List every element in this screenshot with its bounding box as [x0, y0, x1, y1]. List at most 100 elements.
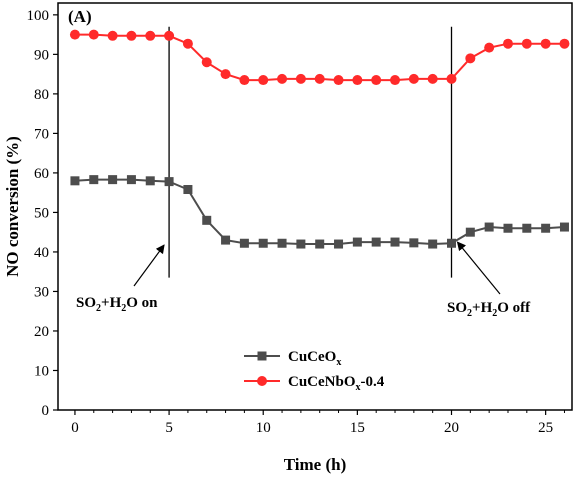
data-point — [484, 222, 494, 232]
legend: CuCeOx CuCeNbOx-0.4 — [244, 349, 385, 393]
data-point — [541, 223, 551, 233]
y-tick-label: 20 — [34, 324, 49, 340]
data-point — [502, 38, 513, 49]
y-tick-label: 10 — [34, 363, 49, 379]
data-point — [277, 238, 287, 248]
x-axis: 0 5 10 15 20 25 — [71, 410, 565, 436]
data-point — [239, 75, 250, 86]
legend-label-cuceox: CuCeOx — [288, 349, 341, 368]
series-line — [74, 178, 565, 246]
legend-label-cucenbox: CuCeNbOx-0.4 — [288, 374, 385, 393]
data-point — [126, 30, 137, 41]
data-point — [70, 176, 80, 186]
data-point — [465, 227, 475, 237]
x-tick-label: 25 — [538, 420, 553, 436]
data-point — [465, 53, 476, 64]
data-point — [522, 223, 532, 233]
y-tick-label: 90 — [34, 47, 49, 63]
annotations: SO2+H2O on SO2+H2O off — [76, 241, 531, 319]
y-tick-label: 70 — [34, 126, 49, 142]
data-point — [447, 238, 457, 248]
y-tick-label: 60 — [34, 166, 49, 182]
data-point — [559, 222, 569, 232]
data-point — [164, 30, 175, 41]
annotation-text: O off — [497, 300, 531, 316]
subscript: 2 — [96, 303, 101, 314]
data-point — [521, 38, 532, 49]
data-point — [446, 73, 457, 84]
data-point — [409, 238, 419, 248]
x-tick-label: 10 — [256, 420, 271, 436]
panel-label: (A) — [68, 7, 92, 26]
plot-frame — [57, 2, 573, 411]
data-point — [145, 30, 156, 41]
annotation-text: O on — [126, 295, 158, 311]
data-point — [258, 238, 268, 248]
legend-circle-icon — [257, 376, 267, 386]
annotation-arrow — [133, 244, 165, 287]
data-point — [89, 175, 99, 185]
x-tick-label: 15 — [350, 420, 365, 436]
subscript: 2 — [121, 303, 126, 314]
annotation-text: +H — [101, 295, 122, 311]
annotation-text: SO — [76, 295, 96, 311]
data-point — [352, 237, 362, 247]
data-point — [107, 30, 118, 41]
data-point — [371, 237, 381, 247]
data-point — [108, 175, 118, 185]
data-point — [315, 239, 325, 249]
data-point — [295, 73, 306, 84]
y-tick-label: 100 — [27, 8, 50, 24]
annotation-arrow — [456, 241, 501, 295]
data-point — [201, 57, 212, 68]
subscript: 2 — [492, 308, 497, 319]
annotation-text: +H — [472, 300, 493, 316]
legend-square-icon — [257, 351, 267, 361]
data-point — [239, 238, 249, 248]
series-line — [74, 33, 565, 82]
data-point — [258, 75, 269, 86]
x-axis-title: Time (h) — [284, 455, 347, 474]
data-point — [220, 69, 231, 80]
series-layer — [69, 29, 570, 249]
x-tick-label: 5 — [165, 420, 173, 436]
y-tick-label: 30 — [34, 284, 49, 300]
annotation-label: SO2+H2O on — [76, 295, 158, 314]
data-point — [352, 75, 363, 86]
data-point — [277, 73, 288, 84]
data-point — [221, 235, 231, 245]
data-point — [503, 223, 513, 233]
annotation-label: SO2+H2O off — [447, 300, 531, 319]
data-point — [183, 185, 193, 195]
data-point — [164, 177, 174, 187]
series-cuceox — [70, 175, 569, 249]
y-axis-title: NO conversion (%) — [3, 136, 22, 277]
data-point — [182, 38, 193, 49]
data-point — [69, 29, 80, 40]
data-point — [314, 73, 325, 84]
data-point — [202, 215, 212, 225]
data-point — [296, 239, 306, 249]
data-point — [408, 73, 419, 84]
data-point — [371, 75, 382, 86]
data-point — [390, 75, 401, 86]
data-point — [333, 75, 344, 86]
y-tick-label: 80 — [34, 87, 49, 103]
data-point — [427, 73, 438, 84]
x-tick-label: 20 — [444, 420, 459, 436]
event-markers — [168, 26, 453, 278]
data-point — [540, 38, 551, 49]
y-tick-label: 0 — [42, 403, 50, 419]
data-point — [88, 29, 99, 40]
data-point — [428, 239, 438, 249]
legend-item-cucenbox: CuCeNbOx-0.4 — [244, 374, 385, 393]
legend-item-cuceox: CuCeOx — [244, 349, 341, 368]
data-point — [390, 237, 400, 247]
series-cucenbox — [69, 29, 570, 86]
data-point — [559, 38, 570, 49]
annotation-text: SO — [447, 300, 467, 316]
y-tick-label: 50 — [34, 205, 49, 221]
data-point — [484, 42, 495, 53]
y-axis: 0 10 20 30 40 50 60 70 80 90 100 — [27, 8, 58, 419]
x-tick-label: 0 — [71, 420, 79, 436]
